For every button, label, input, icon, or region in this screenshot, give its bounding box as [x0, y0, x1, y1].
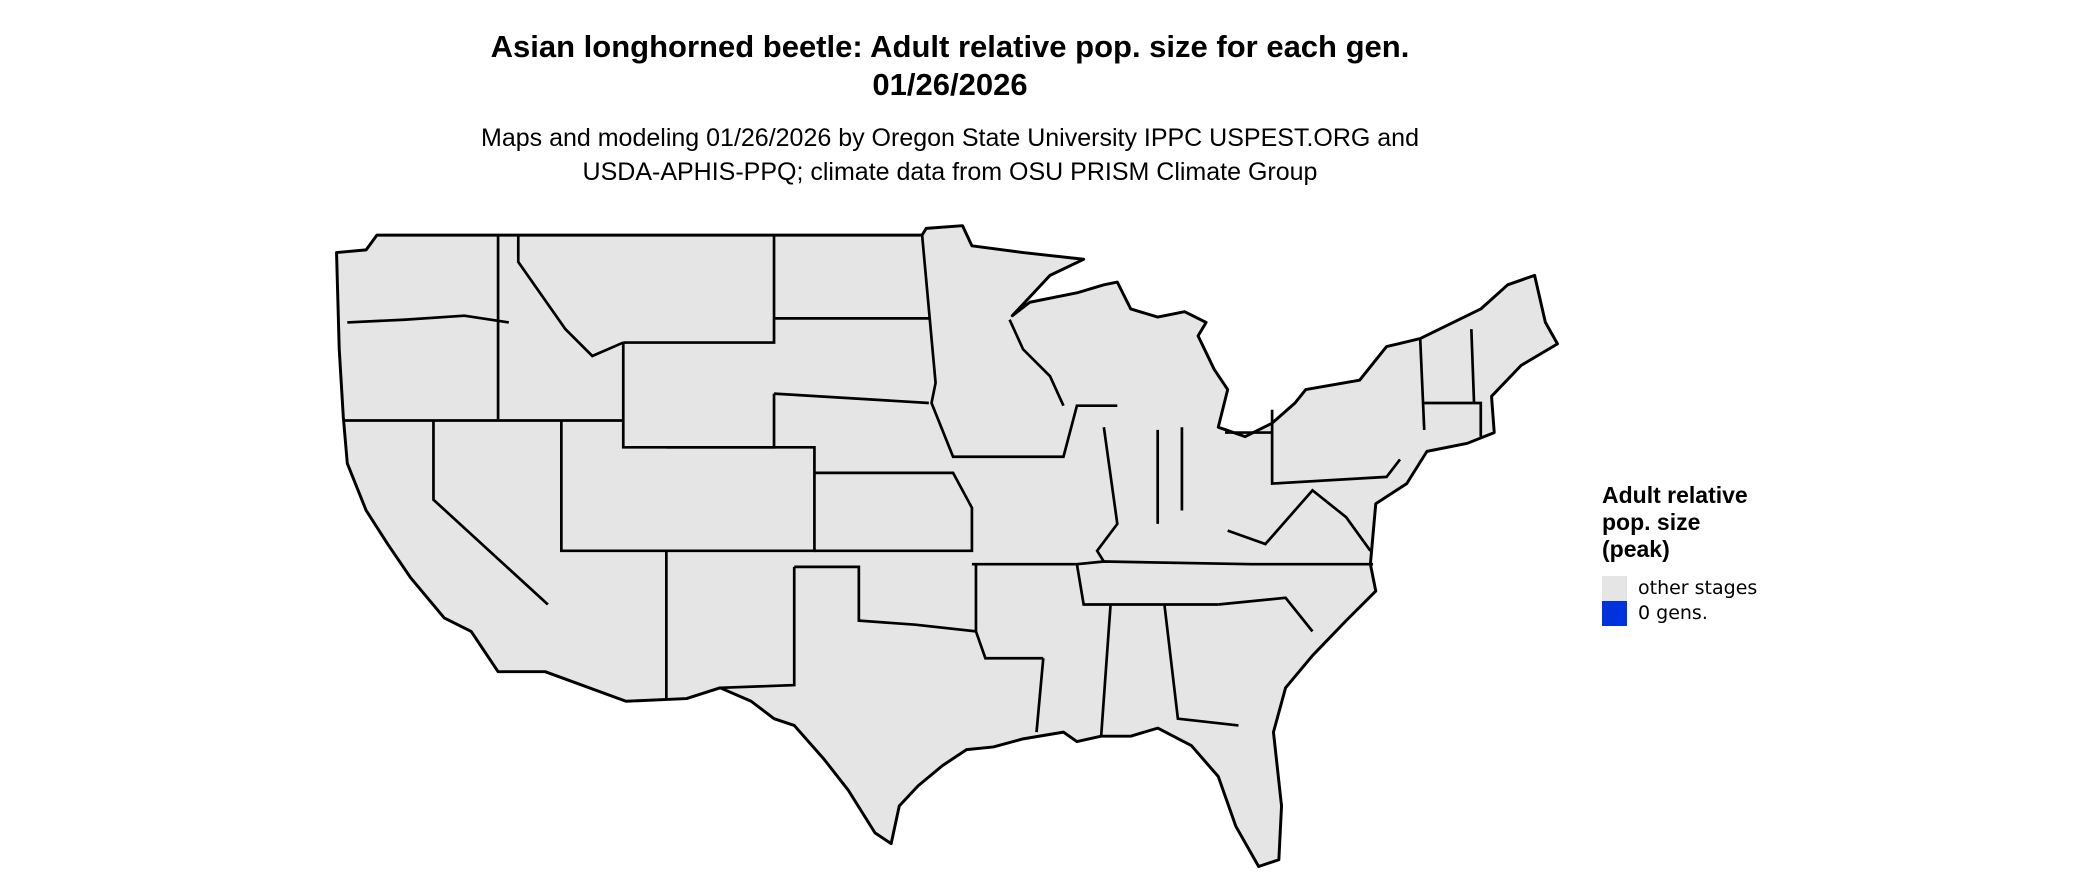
legend-swatch-other-stages [1602, 576, 1627, 601]
subtitle-line2: USDA-APHIS-PPQ; climate data from OSU PR… [582, 158, 1318, 186]
legend-title-line: pop. size [1602, 509, 1701, 535]
legend-title: Adult relative pop. size (peak) [1602, 482, 1748, 563]
legend-label-0-gens: 0 gens. [1638, 602, 1708, 624]
us-outline [335, 224, 1559, 868]
legend-title-line: Adult relative [1602, 482, 1748, 508]
state-borders [343, 234, 1483, 737]
legend-swatch-0-gens [1602, 601, 1627, 626]
map-title-line2: 01/26/2026 [872, 67, 1028, 102]
subtitle-line1: Maps and modeling 01/26/2026 by Oregon S… [481, 124, 1419, 152]
legend-label-other-stages: other stages [1638, 577, 1758, 599]
map-title-line1: Asian longhorned beetle: Adult relative … [490, 29, 1410, 64]
legend-title-line: (peak) [1602, 536, 1670, 562]
